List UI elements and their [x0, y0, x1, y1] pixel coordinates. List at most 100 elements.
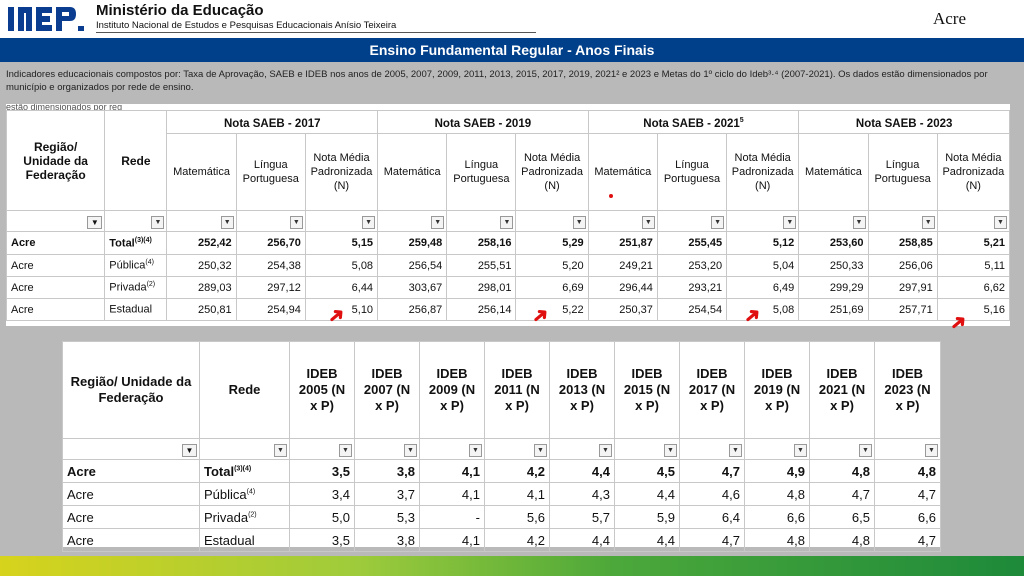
saeb-subcol-header: Nota Média Padronizada (N) [304, 133, 379, 211]
table-row: Acre Privada(2) 5,0 5,3-5,6 5,7 5,9 6,4 6,6 6,5 6… [62, 505, 941, 529]
footnote-sup: 5 [739, 116, 744, 124]
filter-cell: ▼ [549, 438, 615, 460]
saeb-subcol-header: Língua Portuguesa [656, 133, 728, 211]
dropdown-arrow-icon[interactable]: ▼ [925, 444, 938, 457]
value-cell: 6,5 [809, 505, 875, 529]
table-row: Acre Pública(4) 250,32 254,38 5,08 256,54 255,… [5, 254, 1011, 277]
dropdown-arrow-icon[interactable]: ▼ [729, 444, 742, 457]
value-cell: 256,14 [446, 298, 517, 321]
dropdown-arrow-icon[interactable]: ▼ [469, 444, 482, 457]
value-cell: 252,42 [166, 231, 237, 255]
dropdown-arrow-icon[interactable]: ▼ [274, 444, 287, 457]
value-cell: 5,12 [726, 231, 800, 255]
footnote-sup: (4) [246, 488, 256, 496]
rede-label: Estadual [204, 532, 255, 548]
rede-cell: Estadual [199, 528, 290, 552]
value-cell: 4,7 [679, 528, 745, 552]
value-cell: 5,21 [936, 231, 1011, 255]
header: Ministério da Educação Instituto Naciona… [0, 0, 1024, 38]
ideb-year-header: IDEB 2005 (N x P) [289, 341, 355, 439]
value-cell: 251,69 [798, 298, 869, 321]
dropdown-arrow-icon[interactable]: ▼ [783, 216, 797, 229]
divider [96, 32, 536, 33]
value-cell: 5,04 [726, 254, 800, 277]
dropdown-arrow-icon[interactable]: ▼ [664, 444, 677, 457]
saeb-subcol-header: Língua Portuguesa [235, 133, 306, 211]
table-row: Acre Total(3)(4) 3,5 3,8 4,1 4,2 4,4 4,5 4,7 4,9 4… [62, 459, 941, 483]
region-cell: Acre [5, 298, 106, 321]
ideb-year-header: IDEB 2017 (N x P) [679, 341, 745, 439]
value-cell: 4,4 [614, 528, 680, 552]
value-cell: 3,8 [354, 528, 420, 552]
dropdown-arrow-icon[interactable]: ▼ [534, 444, 547, 457]
filter-funnel-icon[interactable]: ▼ [87, 216, 103, 229]
filter-cell: ▼ [354, 438, 420, 460]
filter-cell: ▼ [235, 210, 306, 232]
dropdown-arrow-icon[interactable]: ▼ [339, 444, 352, 457]
dropdown-arrow-icon[interactable]: ▼ [500, 216, 514, 229]
region-cell: Acre [5, 231, 106, 255]
value-cell: 254,38 [235, 254, 306, 277]
filter-cell: ▼ [744, 438, 810, 460]
dropdown-arrow-icon[interactable]: ▼ [711, 216, 725, 229]
value-cell: 3,5 [289, 459, 355, 483]
filter-cell: ▼ [809, 438, 875, 460]
value-cell: 3,8 [354, 459, 420, 483]
filter-funnel-icon[interactable]: ▼ [182, 444, 197, 457]
filter-cell: ▼ [377, 210, 448, 232]
dropdown-arrow-icon[interactable]: ▼ [362, 216, 376, 229]
value-cell: 4,1 [419, 482, 485, 506]
rede-label: Privada [204, 509, 249, 525]
value-cell: 289,03 [166, 276, 237, 299]
value-cell: 6,4 [679, 505, 745, 529]
dropdown-arrow-icon[interactable]: ▼ [794, 444, 807, 457]
filter-cell: ▼ [446, 210, 517, 232]
footnote-sup: (3)(4) [234, 465, 252, 473]
value-cell: 4,7 [679, 459, 745, 483]
value-cell: 3,5 [289, 528, 355, 552]
dropdown-arrow-icon[interactable]: ▼ [599, 444, 612, 457]
value-cell: 250,33 [798, 254, 869, 277]
filter-cell: ▼ [587, 210, 658, 232]
value-cell: 4,4 [549, 459, 615, 483]
value-cell: 4,3 [549, 482, 615, 506]
saeb-subcol-header: Nota Média Padronizada (N) [726, 133, 800, 211]
ideb-year-header: IDEB 2023 (N x P) [874, 341, 941, 439]
dropdown-arrow-icon[interactable]: ▼ [220, 216, 234, 229]
footnote-sup: (4) [145, 259, 154, 267]
dropdown-arrow-icon[interactable]: ▼ [431, 216, 445, 229]
table-row: Acre Total(3)(4) 252,42 256,70 5,15 259,48 258… [5, 231, 1011, 255]
saeb-group-header: Nota SAEB - 2019 [377, 110, 589, 134]
dropdown-arrow-icon[interactable]: ▼ [572, 216, 586, 229]
filter-cell: ▼ [484, 438, 550, 460]
inep-logo [8, 7, 84, 31]
value-cell: 256,87 [377, 298, 448, 321]
value-cell: 5,29 [515, 231, 589, 255]
value-cell: 4,7 [874, 482, 941, 506]
dropdown-arrow-icon[interactable]: ▼ [151, 216, 165, 229]
dropdown-arrow-icon[interactable]: ▼ [852, 216, 866, 229]
dropdown-arrow-icon[interactable]: ▼ [859, 444, 872, 457]
value-cell: 5,08 [304, 254, 379, 277]
value-cell: 5,9 [614, 505, 680, 529]
footnote-sup: (3)(4) [134, 236, 152, 244]
dropdown-arrow-icon[interactable]: ▼ [289, 216, 303, 229]
filter-cell: ▼ [419, 438, 485, 460]
filter-cell: ▼ [679, 438, 745, 460]
dropdown-arrow-icon[interactable]: ▼ [921, 216, 935, 229]
filter-cell: ▼ [614, 438, 680, 460]
value-cell: 3,7 [354, 482, 420, 506]
dropdown-arrow-icon[interactable]: ▼ [641, 216, 655, 229]
value-cell: 298,01 [446, 276, 517, 299]
value-cell: 5,20 [515, 254, 589, 277]
rede-label: Pública [204, 486, 247, 502]
footnote-sup: (2) [146, 281, 156, 289]
dropdown-arrow-icon[interactable]: ▼ [994, 216, 1007, 229]
dropdown-arrow-icon[interactable]: ▼ [404, 444, 417, 457]
saeb-subcol-header: Matemática [798, 133, 869, 211]
value-cell: 4,7 [809, 482, 875, 506]
rede-label: Total [204, 463, 235, 479]
value-cell: 297,12 [235, 276, 306, 299]
value-cell: 255,51 [446, 254, 517, 277]
saeb-group-label: Nota SAEB - 2021 [643, 117, 740, 130]
